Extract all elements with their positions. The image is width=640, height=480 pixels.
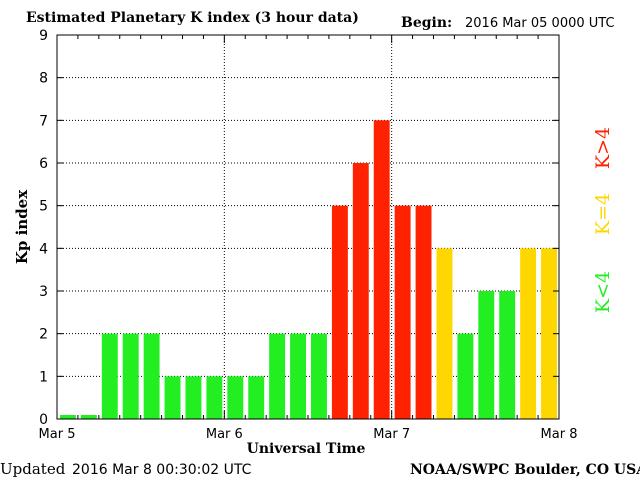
bars-group: [60, 120, 557, 419]
y-tick-label: 5: [39, 199, 48, 215]
kp-bar: [394, 205, 411, 419]
kp-bar: [415, 205, 432, 419]
kp-bar: [352, 163, 369, 419]
kp-bar: [520, 248, 537, 419]
y-tick-label: 4: [39, 241, 48, 257]
x-tick-label: Mar 6: [206, 427, 243, 442]
x-tick-labels: Mar 5 Mar 6 Mar 7 Mar 8: [39, 427, 578, 442]
legend-low: K<4: [592, 271, 614, 313]
updated-label: Updated: [0, 460, 66, 478]
kp-bar: [331, 205, 348, 419]
kp-bar: [311, 333, 327, 419]
y-tick-labels: 0 1 2 3 4 5 6 7 8 9: [39, 28, 48, 428]
begin-label: Begin:: [401, 15, 452, 31]
kp-bar: [164, 376, 181, 419]
chart-title: Estimated Planetary K index (3 hour data…: [26, 10, 359, 26]
kp-bar: [248, 376, 265, 419]
y-tick-label: 1: [39, 369, 48, 385]
updated-value: 2016 Mar 8 00:30:02 UTC: [72, 462, 252, 478]
kp-bar: [206, 376, 223, 419]
y-tick-label: 2: [39, 327, 48, 343]
y-tick-label: 6: [39, 156, 48, 172]
kp-bar: [269, 333, 286, 419]
kp-bar: [185, 376, 202, 419]
x-tick-label: Mar 5: [39, 427, 76, 442]
kp-bar: [290, 333, 306, 419]
kp-bar: [373, 120, 390, 419]
grid-lines: [57, 34, 559, 419]
kp-bar: [457, 333, 474, 419]
y-tick-label: 7: [39, 113, 48, 129]
legend-equal: K=4: [592, 193, 614, 235]
y-tick-label: 3: [39, 284, 48, 300]
kp-bar: [143, 333, 160, 419]
x-tick-label: Mar 7: [373, 427, 410, 442]
kp-bar: [101, 333, 118, 419]
kp-bar: [227, 376, 244, 419]
kp-bar: [436, 248, 453, 419]
y-tick-label: 8: [39, 71, 48, 87]
kp-bar: [478, 291, 495, 419]
kp-bar: [499, 291, 516, 419]
kp-bar: [122, 333, 139, 419]
kp-bar: [80, 415, 97, 419]
x-axis-label: Universal Time: [247, 441, 366, 457]
begin-value: 2016 Mar 05 0000 UTC: [465, 16, 615, 31]
tick-marks: [56, 34, 560, 420]
x-tick-label: Mar 8: [541, 427, 578, 442]
source-credit: NOAA/SWPC Boulder, CO USA: [410, 462, 640, 478]
kp-bar: [60, 415, 76, 419]
y-tick-label: 9: [39, 28, 48, 44]
y-tick-label: 0: [39, 412, 48, 428]
legend-high: K>4: [592, 127, 614, 169]
y-axis-label: Kp index: [13, 189, 31, 264]
